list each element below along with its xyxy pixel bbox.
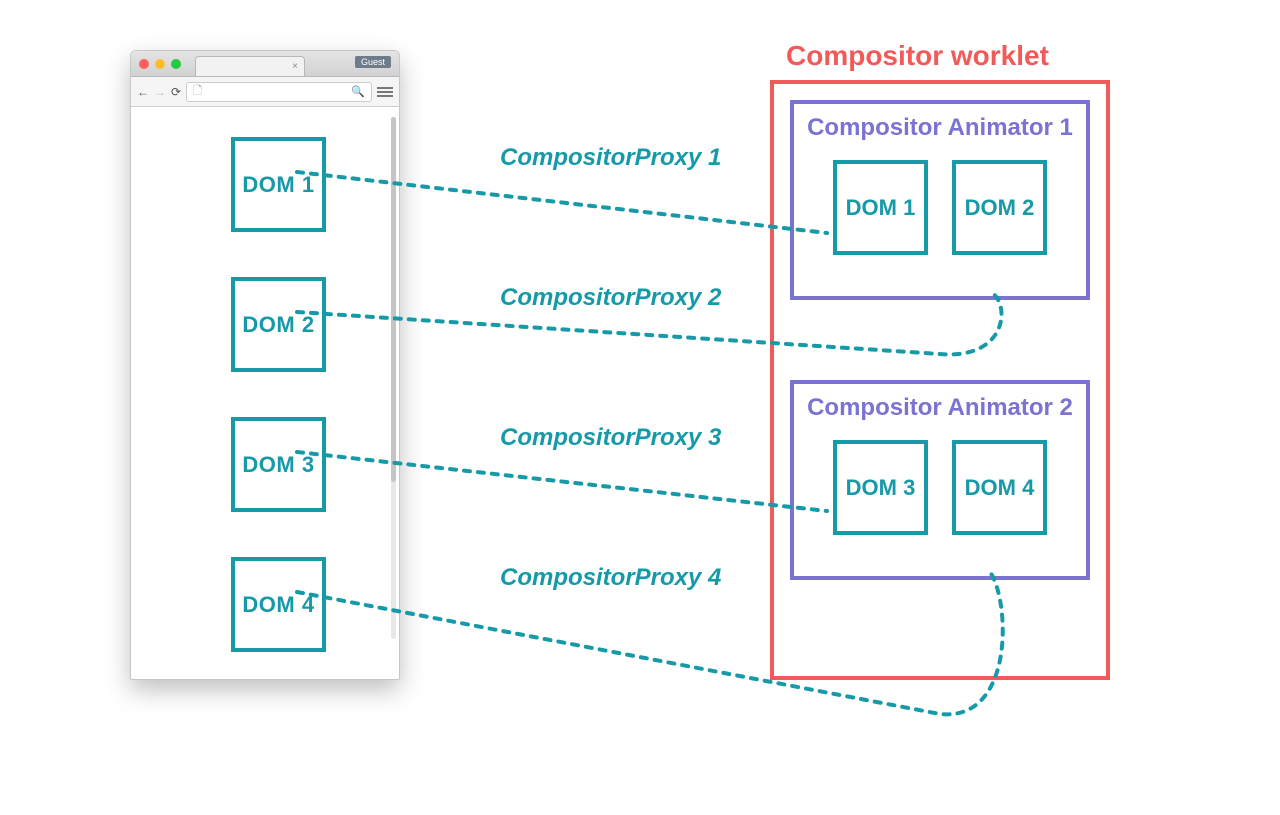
dom-box-1: DOM 1 [231,137,326,232]
browser-tab[interactable]: × [195,56,305,76]
reload-icon[interactable]: ⟳ [171,85,181,99]
dom-box-4: DOM 4 [231,557,326,652]
animator-1-dom-1: DOM 1 [833,160,928,255]
animator-title: Compositor Animator 2 [807,394,1073,422]
animator-1-dom-2: DOM 2 [952,160,1047,255]
proxy-label-4: CompositorProxy 4 [500,564,721,592]
scrollbar[interactable] [391,117,396,639]
animator-dom-row: DOM 1 DOM 2 [833,160,1047,255]
maximize-icon[interactable] [171,59,181,69]
animator-1: Compositor Animator 1 DOM 1 DOM 2 [790,100,1090,300]
worklet-title: Compositor worklet [786,40,1049,72]
proxy-label-2: CompositorProxy 2 [500,284,721,312]
traffic-lights [139,59,181,69]
hamburger-icon[interactable] [377,87,393,97]
animator-2-dom-2: DOM 4 [952,440,1047,535]
proxy-label-1: CompositorProxy 1 [500,144,721,172]
proxy-label-3: CompositorProxy 3 [500,424,721,452]
animator-title: Compositor Animator 1 [807,114,1073,142]
guest-badge: Guest [355,56,391,68]
url-bar[interactable]: 🗋 🔍 [186,82,372,102]
back-icon[interactable]: ← [137,85,149,99]
minimize-icon[interactable] [155,59,165,69]
page-icon: 🗋 [193,82,202,101]
browser-content: DOM 1 DOM 2 DOM 3 DOM 4 [131,107,399,679]
browser-window: × Guest ← → ⟳ 🗋 🔍 DOM 1 DOM 2 DOM 3 DOM 4 [130,50,400,680]
tab-close-icon[interactable]: × [292,61,298,72]
close-icon[interactable] [139,59,149,69]
animator-2-dom-1: DOM 3 [833,440,928,535]
browser-titlebar: × Guest [131,51,399,77]
dom-box-2: DOM 2 [231,277,326,372]
dom-box-3: DOM 3 [231,417,326,512]
forward-icon[interactable]: → [154,85,166,99]
search-icon: 🔍 [351,85,365,98]
animator-2: Compositor Animator 2 DOM 3 DOM 4 [790,380,1090,580]
browser-toolbar: ← → ⟳ 🗋 🔍 [131,77,399,107]
animator-dom-row: DOM 3 DOM 4 [833,440,1047,535]
